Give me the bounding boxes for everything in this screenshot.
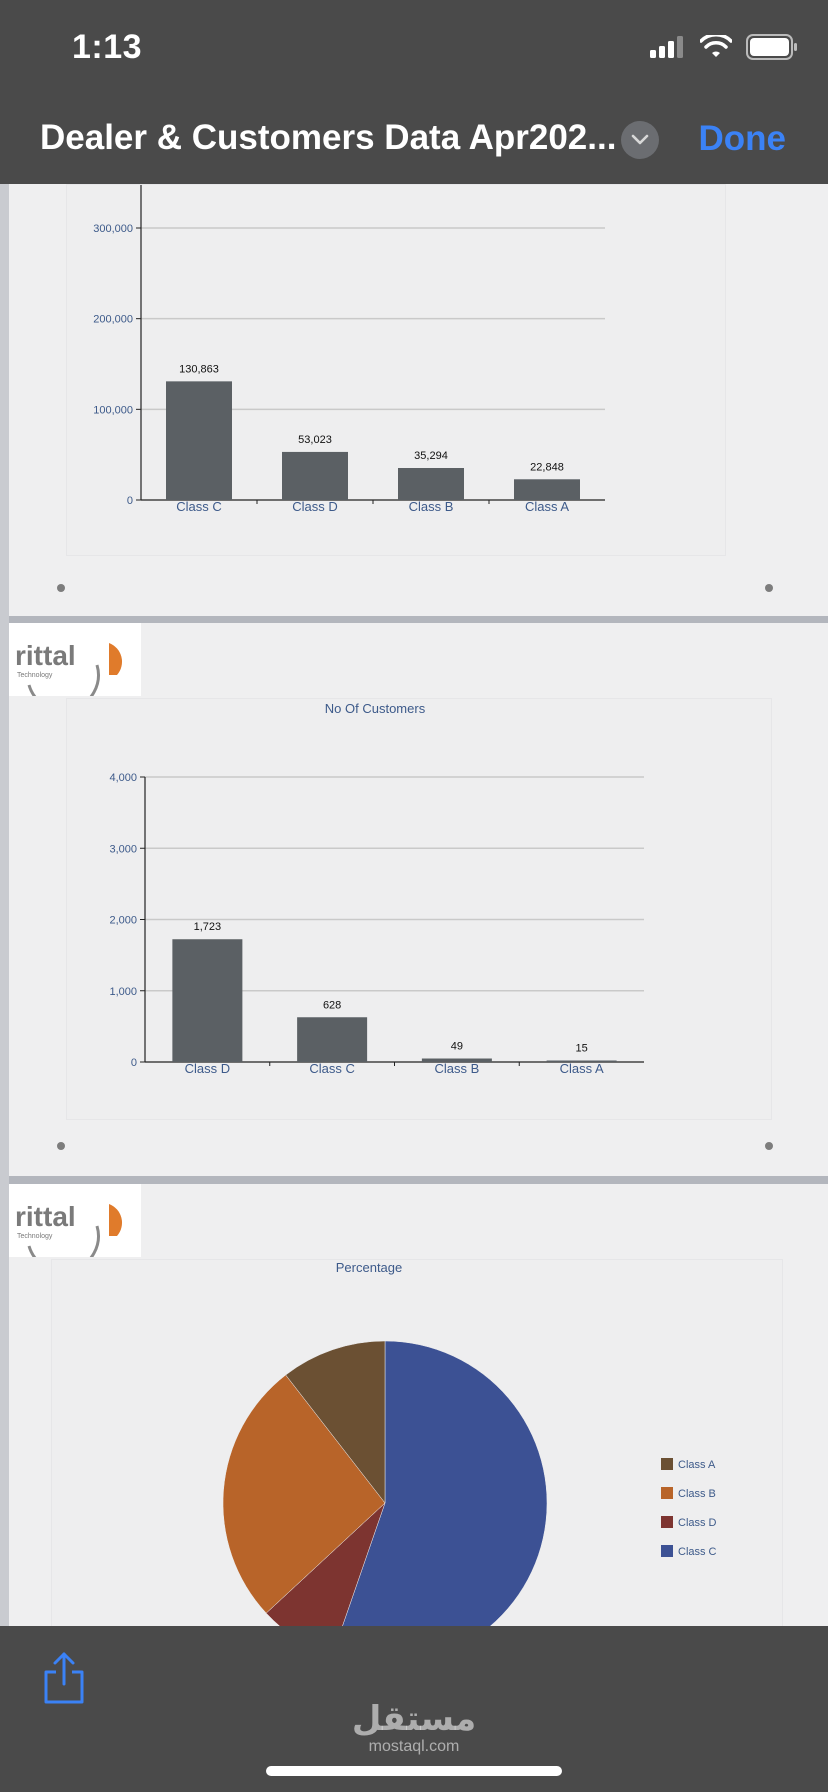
bottom-toolbar — [0, 1626, 828, 1792]
y-tick-label: 0 — [127, 495, 133, 507]
selection-handle[interactable] — [765, 1142, 773, 1150]
category-label: Class A — [525, 499, 569, 514]
chart-title: No Of Customers — [325, 701, 426, 716]
data-label: 22,848 — [530, 461, 564, 473]
category-label: Class A — [560, 1061, 604, 1076]
data-label: 130,863 — [179, 363, 219, 375]
rittal-logo-graphic: rittal Technology — [15, 640, 123, 712]
page-2: rittal Technology No Of Customers 0 1,000 2… — [9, 623, 828, 1176]
y-tick-label: 300,000 — [93, 223, 133, 235]
page-edge — [0, 184, 9, 1626]
svg-text:Technology: Technology — [17, 672, 53, 679]
battery-icon — [746, 34, 797, 60]
page-3: rittal Technology Percentage Class A Class… — [9, 1184, 828, 1626]
svg-text:rittal: rittal — [15, 1201, 76, 1232]
data-label: 53,023 — [298, 434, 332, 446]
watermark: مستقل mostaql.com — [0, 1700, 828, 1756]
legend-swatch — [661, 1487, 673, 1499]
bar-class-b — [421, 1058, 492, 1062]
bar-class-c — [166, 381, 232, 500]
y-tick-label: 3,000 — [109, 843, 137, 855]
share-icon — [44, 1652, 84, 1704]
category-label: Class B — [409, 499, 454, 514]
y-tick-label: 1,000 — [109, 986, 137, 998]
rittal-logo-graphic: rittal Technology — [15, 1201, 123, 1273]
y-tick-label: 4,000 — [109, 772, 137, 784]
svg-text:rittal: rittal — [15, 640, 76, 671]
chart-title: Percentage — [336, 1260, 403, 1275]
chevron-down-icon — [631, 134, 649, 145]
svg-text:Technology: Technology — [17, 1233, 53, 1240]
data-label: 49 — [451, 1041, 463, 1053]
y-tick-label: 0 — [131, 1057, 137, 1069]
document-title: Dealer & Customers Data Apr202... — [40, 118, 617, 157]
bar-class-b — [398, 468, 464, 500]
share-button[interactable] — [40, 1650, 88, 1711]
chart-panel-2: No Of Customers 0 1,000 2,000 3,000 4,000 1,72… — [66, 698, 772, 1120]
legend-label: Class B — [678, 1488, 716, 1500]
chart-panel-1: 0 100,000 200,000 300,000 130,863 Class C 53,0… — [66, 184, 726, 556]
category-label: Class D — [185, 1061, 231, 1076]
bar-chart-2: No Of Customers 0 1,000 2,000 3,000 4,000 1,72… — [109, 701, 644, 1076]
bar-class-a — [546, 1060, 617, 1062]
y-tick-label: 100,000 — [93, 404, 133, 416]
bar-class-a — [514, 479, 580, 500]
category-label: Class D — [292, 499, 338, 514]
data-label: 1,723 — [194, 921, 222, 933]
selection-handle[interactable] — [57, 1142, 65, 1150]
legend-swatch — [661, 1458, 673, 1470]
done-button[interactable]: Done — [698, 119, 787, 158]
bar-class-c — [297, 1017, 368, 1062]
chart-panel-3: Percentage Class A Class B Class D Class C — [51, 1259, 783, 1626]
data-label: 628 — [323, 999, 341, 1011]
document-viewer[interactable]: 0 100,000 200,000 300,000 130,863 Class C 53,0… — [0, 184, 828, 1626]
page-1: 0 100,000 200,000 300,000 130,863 Class C 53,0… — [9, 184, 828, 616]
rittal-logo: rittal Technology — [9, 623, 141, 712]
status-icons — [650, 34, 798, 60]
y-tick-label: 200,000 — [93, 314, 133, 326]
category-label: Class C — [309, 1061, 355, 1076]
bar-class-d — [172, 939, 243, 1062]
status-bar: 1:13 — [0, 0, 828, 100]
home-indicator[interactable] — [266, 1766, 562, 1776]
cellular-signal-icon — [650, 36, 683, 58]
pie-slice-class-b — [222, 1374, 386, 1614]
title-menu-button[interactable] — [621, 121, 659, 159]
watermark-latin: mostaql.com — [368, 1738, 460, 1755]
wifi-icon — [700, 35, 732, 57]
clock: 1:13 — [72, 28, 143, 66]
bar-chart-1: 0 100,000 200,000 300,000 130,863 Class C 53,0… — [93, 185, 605, 514]
selection-handle[interactable] — [57, 584, 65, 592]
legend-swatch — [661, 1516, 673, 1528]
nav-bar: Dealer & Customers Data Apr202... — [0, 100, 828, 184]
category-label: Class C — [176, 499, 222, 514]
rittal-logo: rittal Technology — [9, 1184, 141, 1273]
data-label: 15 — [576, 1043, 588, 1055]
y-tick-label: 2,000 — [109, 915, 137, 927]
legend-label: Class D — [678, 1517, 717, 1529]
pie-slice-class-a — [285, 1340, 386, 1504]
legend-label: Class A — [678, 1459, 716, 1471]
legend-swatch — [661, 1545, 673, 1557]
pie-slice-class-c — [342, 1340, 548, 1626]
selection-handle[interactable] — [765, 584, 773, 592]
data-label: 35,294 — [414, 450, 448, 462]
bar-class-d — [282, 451, 348, 500]
pie-chart: Percentage Class A Class B Class D Class C — [222, 1260, 717, 1626]
category-label: Class B — [434, 1061, 479, 1076]
legend-label: Class C — [678, 1546, 717, 1558]
watermark-arabic: مستقل — [351, 1699, 477, 1739]
